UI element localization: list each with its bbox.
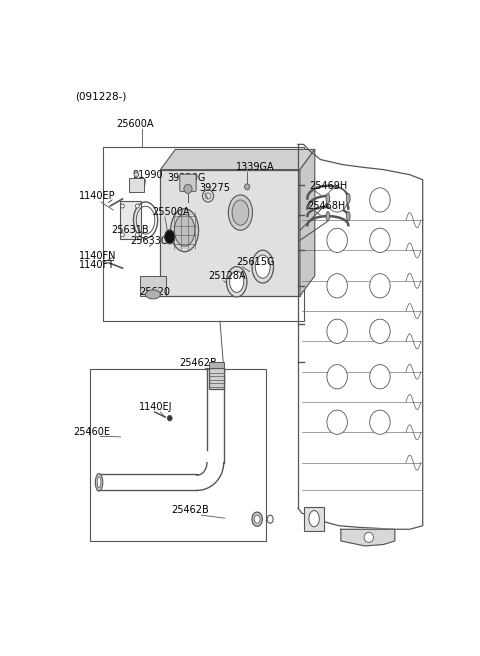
Ellipse shape bbox=[370, 228, 390, 253]
Ellipse shape bbox=[347, 194, 350, 203]
Text: 25462B: 25462B bbox=[179, 358, 217, 368]
FancyBboxPatch shape bbox=[209, 362, 224, 368]
Ellipse shape bbox=[327, 319, 348, 343]
Ellipse shape bbox=[309, 510, 319, 527]
Text: 1140FN: 1140FN bbox=[79, 251, 117, 260]
Ellipse shape bbox=[252, 250, 274, 283]
FancyBboxPatch shape bbox=[304, 506, 324, 531]
Ellipse shape bbox=[97, 477, 101, 488]
Text: 25460E: 25460E bbox=[73, 427, 110, 437]
Text: 1339GA: 1339GA bbox=[236, 161, 274, 172]
Text: 25620: 25620 bbox=[139, 287, 170, 297]
Ellipse shape bbox=[370, 319, 390, 343]
Ellipse shape bbox=[370, 274, 390, 298]
Ellipse shape bbox=[326, 212, 330, 220]
Text: 25600A: 25600A bbox=[116, 119, 153, 129]
Text: 25615G: 25615G bbox=[236, 256, 275, 266]
Ellipse shape bbox=[171, 209, 199, 252]
Polygon shape bbox=[341, 529, 395, 546]
Ellipse shape bbox=[135, 233, 139, 237]
Ellipse shape bbox=[326, 194, 330, 203]
Ellipse shape bbox=[228, 195, 252, 230]
Text: 25631B: 25631B bbox=[111, 225, 149, 236]
Ellipse shape bbox=[252, 512, 263, 526]
Text: 1140EJ: 1140EJ bbox=[139, 402, 173, 412]
Ellipse shape bbox=[168, 415, 172, 421]
Ellipse shape bbox=[347, 212, 350, 220]
Ellipse shape bbox=[174, 215, 195, 246]
Ellipse shape bbox=[255, 255, 270, 278]
Ellipse shape bbox=[370, 410, 390, 434]
Text: 25128A: 25128A bbox=[208, 271, 246, 281]
FancyBboxPatch shape bbox=[180, 174, 196, 192]
Ellipse shape bbox=[145, 290, 160, 299]
Ellipse shape bbox=[134, 172, 139, 177]
Ellipse shape bbox=[244, 184, 250, 190]
FancyBboxPatch shape bbox=[160, 170, 300, 296]
Ellipse shape bbox=[120, 233, 124, 237]
Text: 39275: 39275 bbox=[200, 184, 230, 194]
Ellipse shape bbox=[327, 188, 348, 212]
Ellipse shape bbox=[135, 204, 139, 208]
Text: 1140FT: 1140FT bbox=[79, 260, 115, 270]
Ellipse shape bbox=[184, 184, 192, 194]
FancyBboxPatch shape bbox=[209, 368, 224, 390]
Ellipse shape bbox=[232, 200, 249, 225]
Text: 25468H: 25468H bbox=[307, 201, 346, 211]
Polygon shape bbox=[300, 150, 315, 296]
Ellipse shape bbox=[96, 474, 103, 491]
Ellipse shape bbox=[364, 532, 373, 543]
FancyBboxPatch shape bbox=[120, 201, 141, 239]
Ellipse shape bbox=[370, 188, 390, 212]
FancyBboxPatch shape bbox=[129, 178, 144, 192]
Text: 25633C: 25633C bbox=[131, 236, 168, 247]
Polygon shape bbox=[160, 150, 315, 170]
Ellipse shape bbox=[327, 274, 348, 298]
Ellipse shape bbox=[327, 410, 348, 434]
Ellipse shape bbox=[227, 266, 247, 297]
Ellipse shape bbox=[370, 365, 390, 389]
Ellipse shape bbox=[254, 515, 260, 523]
Polygon shape bbox=[140, 276, 166, 296]
Text: 25500A: 25500A bbox=[152, 207, 190, 217]
Text: 1140EP: 1140EP bbox=[79, 192, 116, 201]
Text: 25469H: 25469H bbox=[309, 181, 348, 191]
Text: 25462B: 25462B bbox=[171, 505, 209, 515]
Ellipse shape bbox=[165, 230, 175, 244]
Ellipse shape bbox=[120, 204, 124, 208]
Text: 91990: 91990 bbox=[132, 170, 163, 180]
Text: (091228-): (091228-) bbox=[75, 91, 126, 101]
Text: 39220G: 39220G bbox=[167, 173, 205, 183]
Ellipse shape bbox=[327, 365, 348, 389]
Ellipse shape bbox=[327, 228, 348, 253]
Ellipse shape bbox=[229, 271, 244, 293]
